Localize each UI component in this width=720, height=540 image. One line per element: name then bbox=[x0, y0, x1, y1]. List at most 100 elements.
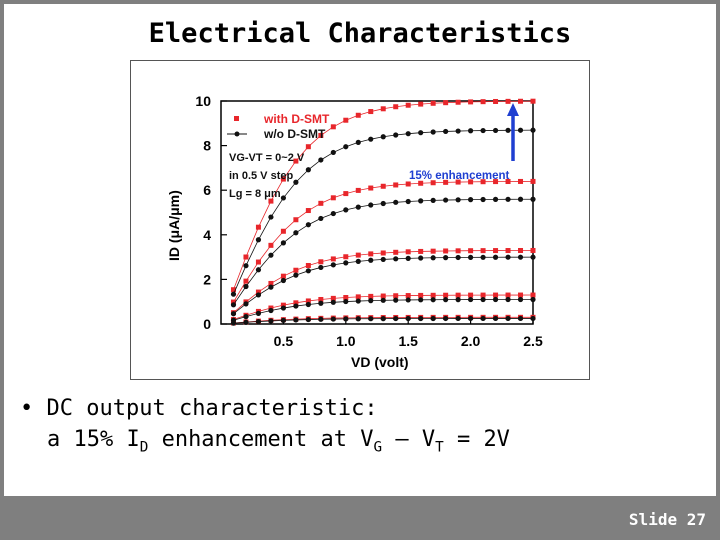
legend-marker-with bbox=[234, 116, 239, 121]
data-point-wo bbox=[468, 128, 474, 134]
data-point-with bbox=[418, 101, 424, 107]
data-point-wo bbox=[255, 310, 262, 316]
data-point-wo bbox=[230, 320, 237, 326]
data-point-with bbox=[380, 106, 386, 112]
data-point-wo bbox=[418, 198, 424, 204]
data-point-with bbox=[480, 99, 486, 105]
data-point-with bbox=[530, 292, 536, 298]
data-point-wo bbox=[430, 197, 436, 203]
slide-number-label: Slide bbox=[628, 510, 678, 529]
data-point-with bbox=[230, 299, 236, 305]
data-point-wo bbox=[318, 157, 324, 163]
data-point-wo bbox=[305, 316, 311, 323]
data-point-wo bbox=[330, 262, 336, 268]
data-point-wo bbox=[318, 215, 324, 222]
data-point-wo bbox=[330, 210, 336, 217]
data-point-wo bbox=[405, 315, 411, 322]
data-point-wo bbox=[343, 144, 349, 150]
data-point-with bbox=[268, 280, 274, 286]
data-point-wo bbox=[393, 132, 399, 138]
bullet-sub-d: D bbox=[139, 439, 149, 456]
data-point-wo bbox=[368, 316, 374, 322]
data-point-wo bbox=[343, 316, 349, 322]
data-point-wo bbox=[380, 316, 386, 322]
data-point-with bbox=[418, 248, 424, 254]
data-point-wo bbox=[505, 296, 511, 303]
data-point-wo bbox=[268, 214, 274, 220]
data-point-wo bbox=[380, 134, 386, 140]
data-point-with bbox=[293, 158, 299, 164]
data-point-with bbox=[530, 247, 536, 253]
y-tick-label: 2 bbox=[203, 271, 211, 287]
bullet-sub-t: T bbox=[435, 439, 444, 456]
data-point-with bbox=[393, 249, 399, 255]
data-point-with bbox=[368, 109, 374, 115]
data-point-wo bbox=[405, 255, 411, 261]
series-line bbox=[233, 256, 534, 315]
data-point-with bbox=[455, 99, 461, 105]
data-point-wo bbox=[380, 200, 386, 207]
slide-number: Slide 27 bbox=[629, 510, 706, 529]
data-point-with bbox=[293, 217, 299, 223]
y-axis-label: ID (μA/μm) bbox=[166, 190, 182, 261]
data-point-wo bbox=[243, 301, 249, 307]
data-point-wo bbox=[517, 196, 524, 202]
slide-footer: Slide 27 bbox=[0, 496, 720, 540]
data-point-wo bbox=[468, 197, 474, 203]
data-point-wo bbox=[480, 127, 486, 134]
bullet-text: • DC output characteristic: a 15% ID enh… bbox=[20, 393, 510, 463]
data-point-with bbox=[343, 295, 349, 301]
data-point-wo bbox=[393, 256, 399, 262]
x-tick-label: 0.5 bbox=[274, 333, 294, 349]
data-point-wo bbox=[330, 149, 336, 156]
data-point-wo bbox=[517, 296, 524, 303]
data-point-wo bbox=[393, 199, 399, 205]
data-point-wo bbox=[393, 315, 399, 322]
legend-note-length: Lg = 8 μm bbox=[229, 188, 281, 200]
data-point-with bbox=[293, 300, 299, 306]
bullet-line-2-part1: a 15% I bbox=[47, 427, 140, 452]
series-wo-5 bbox=[230, 127, 536, 297]
data-point-with bbox=[430, 180, 436, 186]
data-point-with bbox=[393, 104, 399, 110]
series-with-0 bbox=[230, 98, 536, 293]
data-point-wo bbox=[255, 267, 262, 273]
data-point-wo bbox=[517, 254, 524, 260]
data-point-with bbox=[455, 292, 461, 298]
bullet-line-1: • DC output characteristic: bbox=[20, 393, 510, 424]
data-point-wo bbox=[305, 301, 311, 308]
data-point-with bbox=[255, 224, 261, 230]
data-point-with bbox=[355, 252, 361, 258]
data-point-wo bbox=[418, 297, 424, 303]
data-point-with bbox=[468, 99, 474, 105]
data-point-wo bbox=[517, 315, 524, 322]
data-point-wo bbox=[280, 317, 286, 323]
plot-frame bbox=[220, 100, 534, 325]
data-point-with bbox=[255, 289, 261, 295]
data-point-wo bbox=[280, 240, 286, 246]
data-point-with bbox=[268, 198, 274, 204]
data-point-with bbox=[505, 292, 511, 298]
data-point-wo bbox=[430, 297, 436, 303]
data-point-wo bbox=[468, 254, 474, 260]
series-with-2 bbox=[230, 247, 536, 316]
enhancement-arrowhead-icon bbox=[507, 103, 519, 116]
data-point-wo bbox=[305, 167, 311, 173]
data-point-wo bbox=[243, 319, 249, 325]
data-point-wo bbox=[530, 127, 536, 133]
data-point-wo bbox=[293, 272, 299, 278]
data-point-with bbox=[405, 249, 411, 255]
data-point-wo bbox=[343, 207, 349, 213]
data-point-wo bbox=[280, 305, 286, 311]
data-point-with bbox=[330, 124, 336, 130]
data-point-wo bbox=[418, 255, 424, 261]
data-point-with bbox=[405, 102, 411, 108]
data-point-with bbox=[443, 248, 449, 254]
series-wo-6 bbox=[230, 196, 536, 308]
y-tick-label: 8 bbox=[203, 138, 211, 154]
data-point-with bbox=[430, 292, 436, 298]
data-point-wo bbox=[492, 254, 499, 260]
data-point-wo bbox=[455, 297, 461, 303]
data-point-wo bbox=[230, 302, 237, 308]
data-point-with bbox=[380, 183, 386, 189]
